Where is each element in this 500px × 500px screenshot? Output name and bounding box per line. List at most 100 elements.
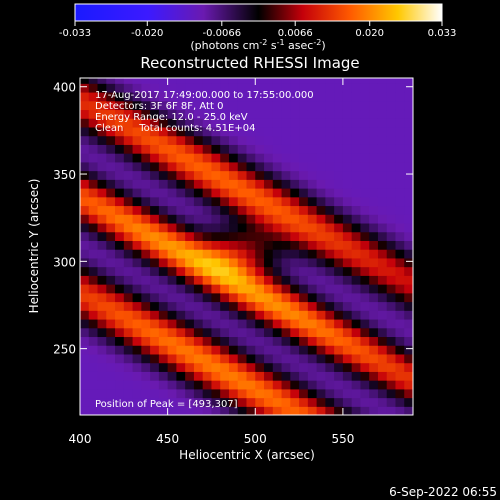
- heatmap-cell: [360, 170, 370, 180]
- heatmap-cell: [106, 240, 116, 250]
- heatmap-cell: [202, 222, 213, 233]
- heatmap-cell: [185, 161, 195, 172]
- heatmap-cell: [211, 161, 221, 172]
- heatmap-cell: [237, 222, 248, 233]
- heatmap-cell: [115, 362, 125, 372]
- heatmap-cell: [342, 275, 353, 285]
- heatmap-cell: [132, 188, 142, 198]
- heatmap-cell: [246, 345, 256, 355]
- heatmap-cell: [369, 118, 379, 128]
- heatmap-cell: [299, 301, 309, 311]
- heatmap-cell: [246, 91, 256, 102]
- heatmap-cell: [237, 91, 248, 102]
- heatmap-cell: [150, 318, 160, 329]
- heatmap-cell: [193, 240, 204, 250]
- heatmap-cell: [115, 91, 125, 102]
- heatmap-cell: [115, 275, 125, 285]
- heatmap-cell: [237, 249, 248, 259]
- heatmap-cell: [211, 345, 221, 355]
- heatmap-cell: [404, 240, 413, 250]
- heatmap-cell: [220, 397, 230, 407]
- heatmap-cell: [299, 336, 309, 346]
- heatmap-cell: [377, 275, 388, 285]
- heatmap-cell: [220, 380, 230, 390]
- heatmap-cell: [150, 371, 160, 381]
- heatmap-cell: [176, 301, 186, 311]
- heatmap-cell: [167, 388, 177, 399]
- heatmap-cell: [228, 257, 239, 268]
- heatmap-cell: [369, 327, 379, 338]
- heatmap-cell: [351, 397, 362, 407]
- heatmap-cell: [220, 83, 230, 93]
- heatmap-cell: [290, 275, 300, 285]
- heatmap-cell: [106, 249, 116, 259]
- heatmap-cell: [307, 310, 318, 320]
- heatmap-cell: [369, 336, 379, 346]
- colorbar-unit-label: (photons cm-2 s-1 asec-2): [190, 38, 325, 52]
- heatmap-cell: [369, 170, 379, 180]
- heatmap-cell: [132, 388, 142, 399]
- heatmap-cell: [334, 91, 344, 102]
- heatmap-cell: [325, 83, 335, 93]
- heatmap-cell: [167, 100, 177, 111]
- heatmap-cell: [202, 345, 213, 355]
- heatmap-cell: [386, 406, 397, 415]
- heatmap-cell: [281, 284, 291, 294]
- heatmap-cell: [369, 353, 379, 364]
- heatmap-cell: [150, 336, 160, 346]
- heatmap-cell: [211, 78, 221, 84]
- heatmap-cell: [115, 231, 125, 241]
- heatmap-cell: [176, 310, 186, 320]
- heatmap-cell: [264, 91, 274, 102]
- heatmap-cell: [115, 345, 125, 355]
- heatmap-cell: [360, 380, 370, 390]
- heatmap-cell: [237, 205, 248, 215]
- heatmap-cell: [88, 205, 99, 215]
- heatmap-cell: [106, 284, 116, 294]
- heatmap-cell: [220, 249, 230, 259]
- heatmap-cell: [307, 91, 318, 102]
- heatmap-cell: [307, 257, 318, 268]
- heatmap-cell: [237, 144, 248, 154]
- heatmap-cell: [193, 292, 204, 303]
- heatmap-cell: [167, 362, 177, 372]
- heatmap-cell: [246, 188, 256, 198]
- heatmap-cell: [220, 231, 230, 241]
- heatmap-cell: [255, 205, 265, 215]
- heatmap-cell: [255, 301, 265, 311]
- heatmap-cell: [299, 292, 309, 303]
- heatmap-cell: [123, 100, 134, 111]
- heatmap-cell: [123, 380, 134, 390]
- heatmap-cell: [281, 118, 291, 128]
- heatmap-cell: [299, 371, 309, 381]
- heatmap-cell: [115, 118, 125, 128]
- heatmap-cell: [202, 188, 213, 198]
- heatmap-cell: [360, 345, 370, 355]
- heatmap-cell: [132, 318, 142, 329]
- heatmap-cell: [88, 406, 99, 415]
- heatmap-cell: [316, 310, 326, 320]
- heatmap-cell: [369, 380, 379, 390]
- heatmap-cell: [97, 362, 107, 372]
- heatmap-cell: [369, 188, 379, 198]
- heatmap-cell: [395, 301, 405, 311]
- heatmap-cell: [360, 135, 370, 145]
- heatmap-cell: [264, 205, 274, 215]
- heatmap-cell: [97, 380, 107, 390]
- heatmap-cell: [176, 205, 186, 215]
- heatmap-cell: [307, 353, 318, 364]
- heatmap-cell: [334, 135, 344, 145]
- heatmap-cell: [360, 257, 370, 268]
- heatmap-cell: [342, 257, 353, 268]
- heatmap-cell: [255, 240, 265, 250]
- heatmap-cell: [106, 205, 116, 215]
- colorbar-tick-label: 0.0066: [278, 28, 313, 39]
- heatmap-cell: [316, 371, 326, 381]
- heatmap-cell: [185, 240, 195, 250]
- heatmap-cell: [176, 109, 186, 119]
- y-tick-label: 400: [53, 81, 76, 95]
- heatmap-cell: [281, 336, 291, 346]
- heatmap-cell: [132, 275, 142, 285]
- heatmap-cell: [386, 284, 397, 294]
- heatmap-cell: [246, 205, 256, 215]
